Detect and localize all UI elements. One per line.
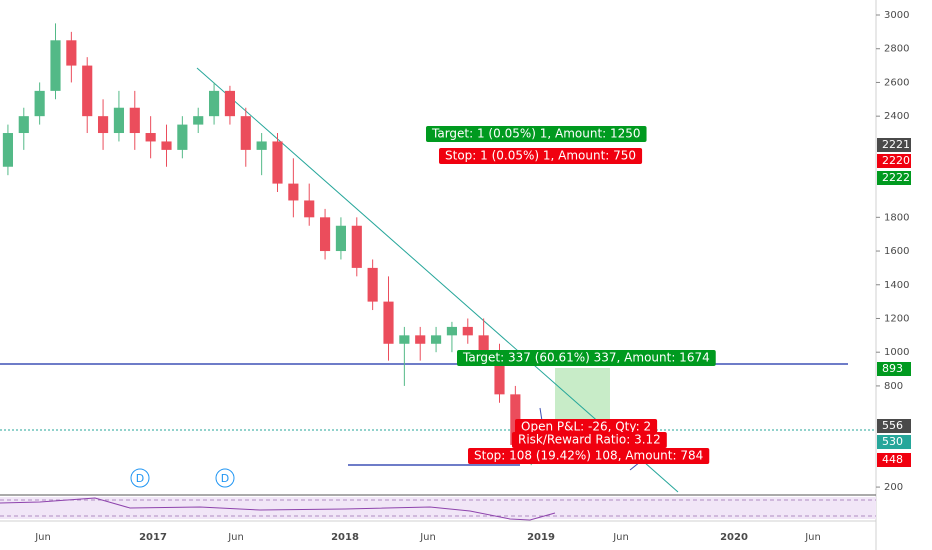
candle-body (430, 335, 442, 344)
x-tick-label: 2019 (527, 532, 555, 543)
price-badge (877, 138, 911, 152)
candle-body (240, 116, 251, 150)
x-tick-label: 2017 (139, 532, 167, 543)
annotation-box (515, 419, 658, 435)
y-tick-label: 1600 (884, 246, 909, 257)
candle-body (224, 90, 236, 117)
candle-body (50, 40, 61, 91)
event-marker-label: D (136, 472, 144, 485)
target-zone (555, 368, 610, 420)
x-tick-label: Jun (612, 532, 629, 543)
candle-body (510, 394, 521, 445)
candle-body (383, 301, 394, 344)
annotation-box (439, 148, 643, 164)
candle-body (2, 133, 14, 167)
candle-body (34, 90, 45, 117)
price-badge-label: 893 (882, 362, 903, 375)
price-badge (877, 453, 911, 467)
x-tick-label: Jun (419, 532, 436, 543)
candle-body (113, 107, 125, 134)
x-tick-label: 2020 (720, 532, 748, 543)
y-tick-label: 1400 (884, 280, 909, 291)
candle-body (272, 141, 283, 184)
candle-body (351, 225, 362, 268)
event-marker (215, 468, 235, 488)
price-badge-label: 2220 (882, 154, 910, 167)
candle-body (494, 352, 505, 395)
candle-body (97, 116, 109, 134)
candle-body (193, 116, 204, 125)
candle-body (367, 267, 378, 302)
price-badge (877, 435, 911, 449)
annotation: Risk/Reward Ratio: 3.12 (518, 433, 661, 447)
price-badge (877, 362, 911, 376)
candle-body (288, 183, 299, 201)
candle-body (478, 335, 489, 353)
candle-body (161, 141, 172, 150)
y-tick-label: 1000 (884, 347, 909, 358)
candle-body (335, 225, 347, 252)
price-badge-label: 556 (882, 419, 903, 432)
price-badge-label: 530 (882, 435, 903, 448)
candle-body (399, 335, 410, 344)
annotation-box (426, 126, 647, 142)
y-tick-label: 2800 (884, 44, 909, 55)
event-marker-label: D (221, 472, 229, 485)
price-badge (877, 419, 911, 433)
candle-body (66, 40, 77, 66)
annotation: Target: 337 (60.61%) 337, Amount: 1674 (462, 351, 710, 365)
y-tick-label: 2400 (884, 111, 909, 122)
candle-body (82, 65, 93, 117)
y-tick-label: 2600 (884, 77, 909, 88)
x-tick-label: 2018 (331, 532, 359, 543)
price-badge-label: 2221 (882, 138, 910, 151)
y-tick-label: 1800 (884, 212, 909, 223)
price-badge (877, 171, 911, 185)
annotation: Open P&L: -26, Qty: 2 (521, 420, 651, 434)
candle-body (145, 133, 156, 142)
price-badge-label: 2222 (882, 171, 910, 184)
candle-body (304, 200, 315, 218)
candle-body (415, 335, 426, 344)
x-tick-label: Jun (804, 532, 821, 543)
candle-body (319, 217, 331, 252)
candle-body (208, 90, 220, 117)
candle-body (256, 141, 267, 150)
annotation-box (512, 432, 667, 448)
annotation: Stop: 1 (0.05%) 1, Amount: 750 (445, 149, 636, 163)
annotation: Target: 1 (0.05%) 1, Amount: 1250 (431, 127, 641, 141)
candle-body (177, 124, 188, 150)
price-badge-label: 448 (882, 453, 903, 466)
price-badge (877, 154, 911, 168)
event-marker (130, 468, 150, 488)
annotation-box (468, 448, 710, 464)
candle-body (462, 326, 473, 336)
candle-body (18, 116, 29, 134)
annotation-box (457, 350, 716, 366)
x-tick-label: Jun (227, 532, 244, 543)
x-tick-label: Jun (34, 532, 51, 543)
rsi-line (0, 497, 556, 521)
y-tick-label: 1200 (884, 313, 909, 324)
y-tick-label: 800 (884, 381, 903, 392)
candle-body (446, 326, 458, 336)
annotation: Stop: 108 (19.42%) 108, Amount: 784 (474, 449, 703, 463)
candle-body (129, 107, 140, 134)
y-tick-label: 200 (884, 482, 903, 493)
y-tick-label: 3000 (884, 10, 909, 21)
